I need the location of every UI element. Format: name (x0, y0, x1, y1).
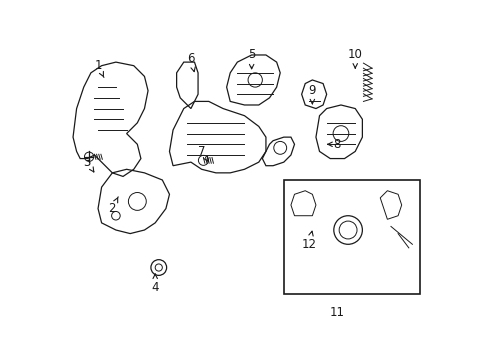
Text: 2: 2 (108, 197, 118, 215)
Text: 12: 12 (301, 231, 316, 251)
Text: 5: 5 (247, 49, 255, 69)
Text: 9: 9 (308, 84, 315, 104)
Bar (283, 180, 419, 294)
Text: 3: 3 (83, 156, 94, 172)
Text: 11: 11 (329, 306, 344, 319)
Text: 1: 1 (94, 59, 104, 77)
Text: 10: 10 (347, 49, 362, 68)
Text: 4: 4 (151, 274, 159, 294)
Text: 6: 6 (187, 52, 195, 72)
Text: 7: 7 (198, 145, 208, 161)
Text: 8: 8 (327, 138, 340, 151)
